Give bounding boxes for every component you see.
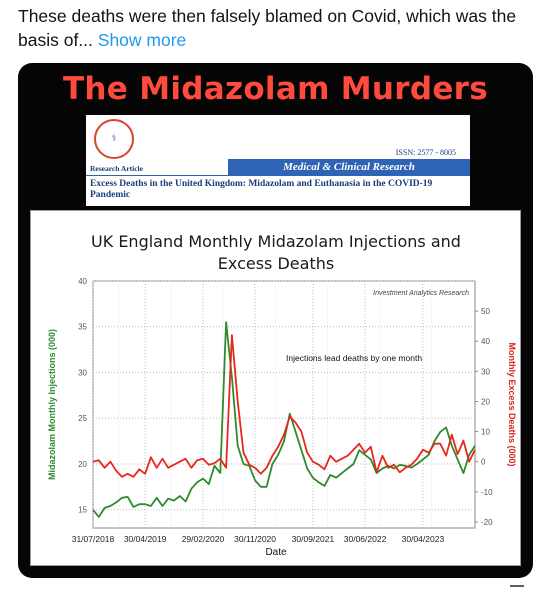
tweet-text: These deaths were then falsely blamed on…	[18, 4, 538, 52]
journal-logo-icon: ⚕	[94, 119, 134, 159]
x-tick-label: 31/07/2018	[72, 534, 115, 544]
y-left-tick-label: 40	[78, 277, 87, 286]
divider	[86, 175, 470, 176]
tweet-body: These deaths were then falsely blamed on…	[18, 6, 517, 50]
y-right-tick-label: 10	[481, 428, 490, 437]
image-headline: The Midazolam Murders	[62, 71, 489, 107]
journal-name-band: Medical & Clinical Research	[228, 159, 470, 175]
y-right-tick-label: 40	[481, 337, 490, 346]
show-more-link[interactable]: Show more	[97, 30, 187, 50]
y-left-tick-label: 35	[78, 323, 87, 332]
y-right-axis-label: Monthly Excess Deaths (000)	[507, 342, 517, 466]
chart-title-line-1: UK England Monthly Midazolam Injections …	[91, 232, 461, 251]
article-type-label: Research Article	[90, 164, 143, 173]
line-chart: UK England Monthly Midazolam Injections …	[47, 232, 517, 558]
y-left-axis-label: Midazolam Monthly Injections (000)	[47, 329, 57, 480]
scroll-edge-icon	[510, 585, 524, 592]
y-left-tick-label: 30	[78, 368, 87, 377]
x-tick-label: 30/06/2022	[344, 534, 387, 544]
x-tick-label: 30/04/2019	[124, 534, 167, 544]
x-axis-label: Date	[265, 547, 287, 558]
article-header: ⚕ ISSN: 2577 - 8005 Research Article Med…	[86, 115, 470, 206]
chart-title-line-2: Excess Deaths	[218, 254, 334, 273]
plot-frame	[92, 280, 476, 529]
x-tick-label: 30/11/2020	[234, 534, 276, 544]
y-right-tick-label: 0	[481, 458, 486, 467]
y-right-tick-label: 50	[481, 307, 490, 316]
y-right-tick-label: -20	[481, 518, 493, 527]
y-right-tick-label: 30	[481, 367, 490, 376]
x-tick-label: 30/09/2021	[292, 534, 335, 544]
issn-label: ISSN: 2577 - 8005	[395, 148, 456, 157]
tweet-media-image[interactable]: The Midazolam Murders ⚕ ISSN: 2577 - 800…	[18, 63, 533, 578]
series-line-excess-deaths	[92, 334, 476, 478]
x-tick-label: 29/02/2020	[182, 534, 225, 544]
y-left-tick-label: 25	[78, 414, 87, 423]
chart-watermark: Investment Analytics Research	[373, 290, 469, 297]
article-title: Excess Deaths in the United Kingdom: Mid…	[90, 179, 433, 200]
y-right-tick-label: 20	[481, 397, 490, 406]
series-line-injections	[92, 321, 476, 518]
x-tick-label: 30/04/2023	[402, 534, 445, 544]
y-left-tick-label: 20	[78, 460, 87, 469]
chart-annotation: Injections lead deaths by one month	[286, 353, 422, 363]
y-left-tick-label: 15	[78, 506, 87, 515]
chart-panel: UK England Monthly Midazolam Injections …	[30, 210, 521, 566]
y-right-tick-label: -10	[481, 488, 493, 497]
